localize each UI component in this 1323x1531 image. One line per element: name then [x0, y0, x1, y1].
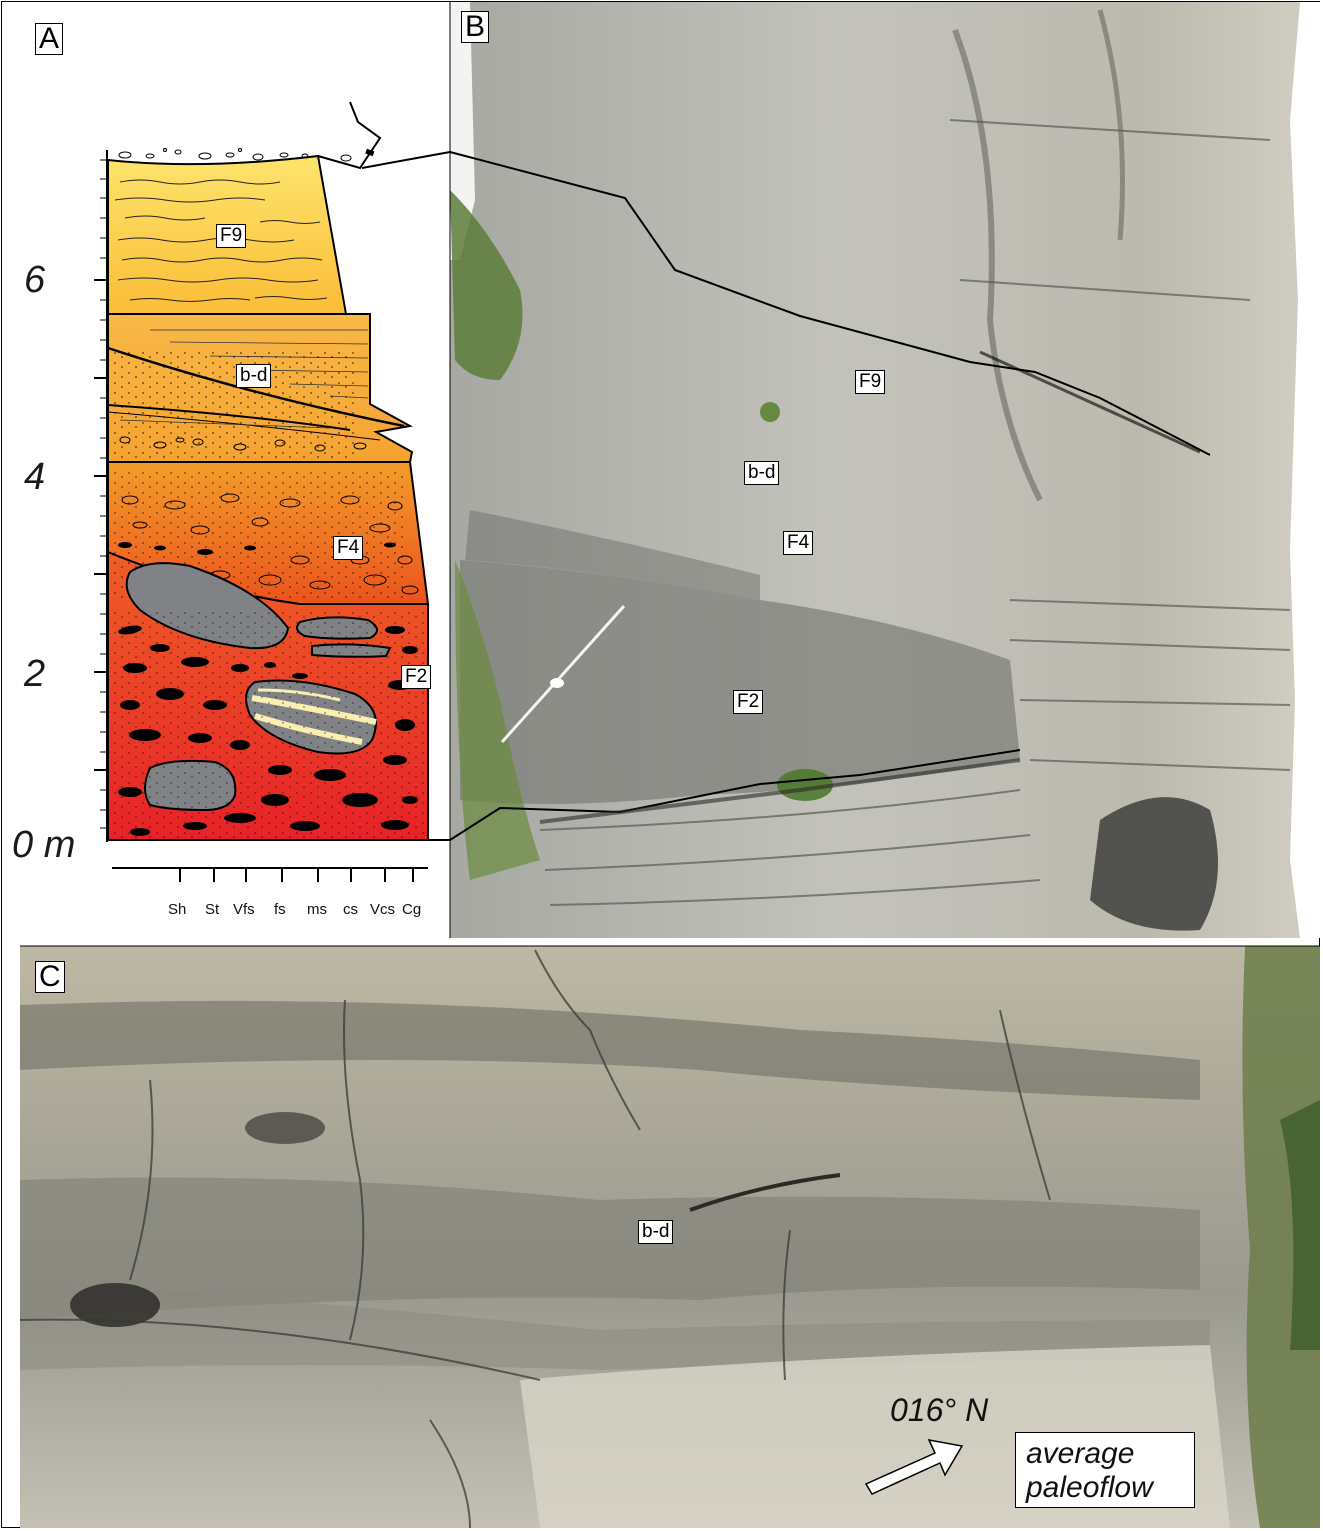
photo-c-label-bd: b-d: [638, 1220, 674, 1244]
depth-label-0: 0 m: [12, 824, 76, 866]
photo-b-label-f2: F2: [733, 690, 764, 714]
grain-label-st: St: [205, 901, 220, 918]
grain-label-ms: ms: [307, 901, 327, 918]
panel-label-c: C: [35, 961, 65, 993]
paleoflow-line-2: paleoflow: [1026, 1471, 1153, 1504]
grain-label-cg: Cg: [402, 901, 422, 918]
grain-size-ticks: [179, 868, 414, 882]
paleoflow-bearing: 016° N: [890, 1392, 989, 1428]
panel-c-photo: [19, 945, 1320, 1529]
measuring-staff: [500, 604, 626, 744]
depth-label-6: 6: [24, 259, 46, 301]
contact-base-line: [449, 749, 1021, 841]
depth-ticks: [94, 159, 107, 829]
grain-label-vfs: Vfs: [233, 901, 255, 918]
panel-label-a: A: [35, 23, 64, 55]
panel-b-photo: [361, 2, 1320, 938]
photo-b-label-f4: F4: [783, 531, 814, 555]
photo-b-label-bd: b-d: [744, 461, 780, 485]
panel-a-log: [94, 101, 430, 882]
paleoflow-line-1: average: [1026, 1437, 1135, 1470]
log-label-bd: b-d: [236, 364, 272, 388]
f9-laminae: [114, 179, 328, 302]
grain-label-fs: fs: [274, 901, 286, 918]
panel-label-b: B: [461, 11, 490, 43]
paleoflow-arrow-icon: [864, 1439, 964, 1495]
photo-b-label-f9: F9: [855, 370, 886, 394]
log-label-f4: F4: [333, 536, 364, 560]
log-label-f2: F2: [401, 665, 432, 689]
contact-top-line: [449, 151, 1211, 456]
log-label-f9: F9: [216, 224, 247, 248]
depth-label-2: 2: [24, 653, 46, 695]
paleoflow-legend-box: average paleoflow: [1015, 1432, 1195, 1508]
grain-label-cs: cs: [343, 901, 358, 918]
grain-label-vcs: Vcs: [370, 901, 396, 918]
depth-label-4: 4: [24, 456, 46, 498]
grain-label-sh: Sh: [168, 901, 187, 918]
log-top-gravel: [118, 148, 309, 161]
